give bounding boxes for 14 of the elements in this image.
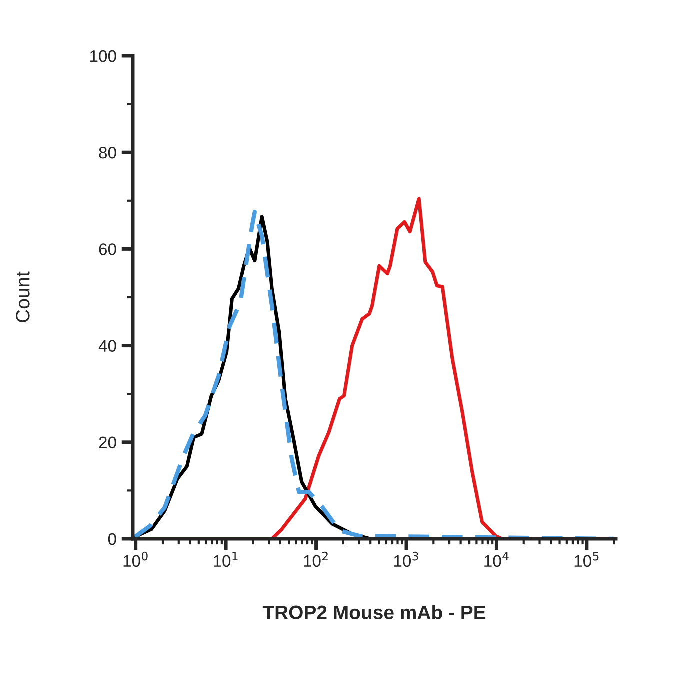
x-tick-label: 10$^{4}$ (484, 552, 509, 568)
x-axis-title: TROP2 Mouse mAb - PE (262, 605, 486, 620)
y-tick-label: 80 (99, 147, 116, 159)
y-tick-label: 20 (99, 436, 116, 449)
x-tick-label: 10$^{5}$ (574, 552, 599, 568)
y-tick-label: 60 (99, 244, 116, 256)
y-tick-label: 40 (98, 340, 116, 352)
y-axis-title: Count (16, 272, 30, 322)
x-tick-label: 10$^{1}$ (214, 552, 238, 568)
x-tick-label: 10$^{3}$ (394, 552, 418, 568)
x-tick-label: 10$^{2}$ (304, 552, 328, 568)
y-tick-label: 0 (108, 533, 116, 546)
x-tick-label: 10$^{0}$ (124, 552, 148, 568)
y-tick-label: 100 (90, 50, 116, 62)
